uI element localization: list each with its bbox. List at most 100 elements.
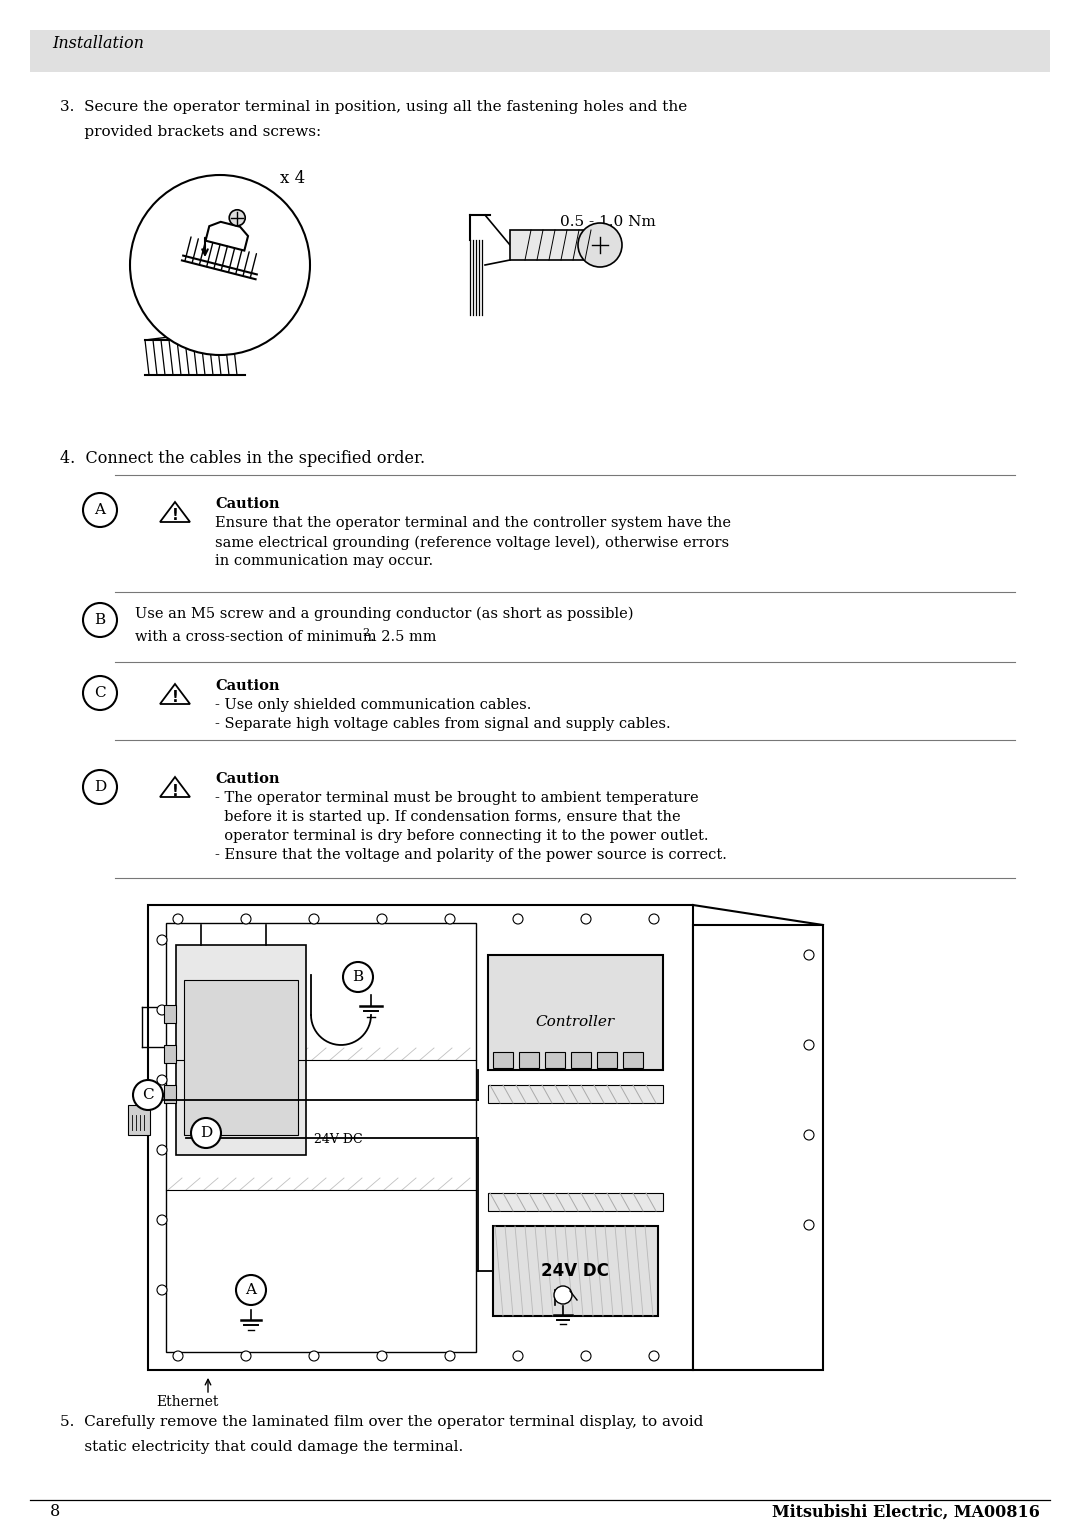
Polygon shape bbox=[160, 503, 190, 523]
Polygon shape bbox=[160, 778, 190, 798]
Text: Use an M5 screw and a grounding conductor (as short as possible): Use an M5 screw and a grounding conducto… bbox=[135, 607, 634, 622]
Circle shape bbox=[649, 914, 659, 924]
Text: Caution: Caution bbox=[215, 772, 280, 785]
Text: Caution: Caution bbox=[215, 497, 280, 510]
Bar bbox=[488, 955, 663, 1070]
Text: C: C bbox=[94, 686, 106, 700]
Circle shape bbox=[130, 176, 310, 354]
Circle shape bbox=[554, 1287, 572, 1303]
Bar bbox=[164, 1045, 176, 1063]
Bar bbox=[597, 1051, 617, 1068]
Text: with a cross-section of minimum 2.5 mm: with a cross-section of minimum 2.5 mm bbox=[135, 630, 436, 643]
Text: D: D bbox=[94, 779, 106, 795]
Text: Ethernet: Ethernet bbox=[156, 1395, 218, 1409]
Bar bbox=[488, 1193, 663, 1212]
Circle shape bbox=[513, 1351, 523, 1361]
Text: Installation: Installation bbox=[52, 35, 144, 52]
Bar bbox=[492, 1225, 658, 1316]
Circle shape bbox=[191, 1118, 221, 1148]
Circle shape bbox=[804, 1131, 814, 1140]
Bar bbox=[184, 979, 298, 1135]
Circle shape bbox=[241, 914, 251, 924]
Circle shape bbox=[581, 914, 591, 924]
Circle shape bbox=[241, 1351, 251, 1361]
Text: 24V DC: 24V DC bbox=[541, 1262, 609, 1280]
Text: 24V DC: 24V DC bbox=[314, 1132, 363, 1146]
Circle shape bbox=[343, 963, 373, 992]
Circle shape bbox=[173, 1351, 183, 1361]
Bar bbox=[164, 1005, 176, 1024]
Text: 8: 8 bbox=[50, 1504, 60, 1520]
Text: 4.  Connect the cables in the specified order.: 4. Connect the cables in the specified o… bbox=[60, 451, 426, 468]
Bar bbox=[488, 1085, 663, 1103]
Circle shape bbox=[173, 914, 183, 924]
Text: 2: 2 bbox=[362, 628, 369, 639]
Text: x 4: x 4 bbox=[280, 170, 306, 186]
Bar bbox=[30, 31, 1050, 72]
Text: A: A bbox=[95, 503, 106, 516]
Polygon shape bbox=[160, 685, 190, 704]
Circle shape bbox=[377, 914, 387, 924]
Text: 0.5 - 1.0 Nm: 0.5 - 1.0 Nm bbox=[561, 215, 656, 229]
Circle shape bbox=[83, 604, 117, 637]
Circle shape bbox=[377, 1351, 387, 1361]
Text: D: D bbox=[200, 1126, 212, 1140]
Circle shape bbox=[157, 1076, 167, 1085]
Circle shape bbox=[237, 1274, 266, 1305]
Bar bbox=[510, 231, 600, 260]
Bar bbox=[176, 944, 306, 1155]
Bar bbox=[693, 924, 823, 1371]
Text: Ensure that the operator terminal and the controller system have the
same electr: Ensure that the operator terminal and th… bbox=[215, 516, 731, 568]
Circle shape bbox=[157, 1285, 167, 1296]
Circle shape bbox=[445, 914, 455, 924]
Circle shape bbox=[804, 950, 814, 960]
Circle shape bbox=[445, 1351, 455, 1361]
Text: 3.  Secure the operator terminal in position, using all the fastening holes and : 3. Secure the operator terminal in posit… bbox=[60, 99, 687, 115]
Bar bbox=[129, 1105, 150, 1135]
Bar bbox=[164, 1085, 176, 1103]
Circle shape bbox=[804, 1219, 814, 1230]
Bar bbox=[571, 1051, 591, 1068]
Text: .: . bbox=[369, 630, 375, 643]
Text: C: C bbox=[143, 1088, 153, 1102]
Circle shape bbox=[309, 1351, 319, 1361]
Text: A: A bbox=[245, 1284, 257, 1297]
Bar bbox=[148, 905, 693, 1371]
Text: !: ! bbox=[172, 691, 178, 706]
Bar bbox=[519, 1051, 539, 1068]
Bar bbox=[545, 1051, 565, 1068]
Circle shape bbox=[649, 1351, 659, 1361]
Circle shape bbox=[83, 770, 117, 804]
Circle shape bbox=[83, 494, 117, 527]
Text: B: B bbox=[352, 970, 364, 984]
Circle shape bbox=[581, 1351, 591, 1361]
Bar bbox=[492, 1051, 513, 1068]
Circle shape bbox=[133, 1080, 163, 1109]
Text: Caution: Caution bbox=[215, 678, 280, 694]
Text: RS232: RS232 bbox=[178, 1102, 217, 1114]
Text: RS485: RS485 bbox=[178, 1086, 217, 1099]
Circle shape bbox=[804, 1041, 814, 1050]
Text: Mitsubishi Electric, MA00816: Mitsubishi Electric, MA00816 bbox=[772, 1504, 1040, 1520]
Text: RS422/: RS422/ bbox=[178, 1073, 221, 1086]
Text: provided brackets and screws:: provided brackets and screws: bbox=[60, 125, 321, 139]
Text: B: B bbox=[94, 613, 106, 626]
Circle shape bbox=[157, 935, 167, 944]
Circle shape bbox=[157, 1215, 167, 1225]
Bar bbox=[623, 1051, 643, 1068]
Text: Controller: Controller bbox=[536, 1015, 615, 1028]
Circle shape bbox=[309, 914, 319, 924]
Bar bbox=[166, 923, 476, 1352]
Circle shape bbox=[513, 914, 523, 924]
Circle shape bbox=[229, 209, 245, 226]
Text: static electricity that could damage the terminal.: static electricity that could damage the… bbox=[60, 1439, 463, 1455]
Text: - Use only shielded communication cables.
- Separate high voltage cables from si: - Use only shielded communication cables… bbox=[215, 698, 671, 730]
Circle shape bbox=[157, 1005, 167, 1015]
Text: 5.  Carefully remove the laminated film over the operator terminal display, to a: 5. Carefully remove the laminated film o… bbox=[60, 1415, 703, 1429]
Circle shape bbox=[578, 223, 622, 267]
Text: !: ! bbox=[172, 509, 178, 524]
Text: !: ! bbox=[172, 784, 178, 799]
Circle shape bbox=[83, 675, 117, 711]
Circle shape bbox=[157, 1144, 167, 1155]
Text: - The operator terminal must be brought to ambient temperature
  before it is st: - The operator terminal must be brought … bbox=[215, 792, 727, 862]
